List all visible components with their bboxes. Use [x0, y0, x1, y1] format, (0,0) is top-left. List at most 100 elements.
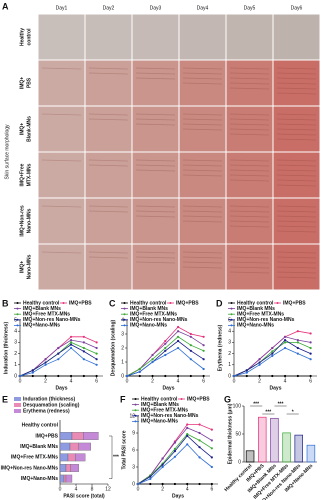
- legend-label: IMQ+Non-res Nano-MNs: [237, 317, 295, 323]
- photo-texture: [182, 210, 223, 213]
- row-label: Nano-MNs: [26, 254, 32, 279]
- photo-texture: [276, 256, 317, 259]
- x-tick-label: 12: [105, 486, 111, 492]
- row-label: IMQ+Non-res: [19, 205, 25, 236]
- photo-texture: [135, 118, 176, 121]
- legend-label: IMQ+Nano-MNs: [237, 323, 274, 329]
- legend-marker: [16, 313, 19, 316]
- photo-texture: [276, 271, 317, 274]
- legend-marker: [169, 302, 172, 304]
- legend-label: IMQ+PBS: [176, 300, 199, 306]
- skin-photo: [85, 198, 132, 244]
- x-tick-label: 4: [75, 486, 78, 492]
- data-point: [258, 374, 261, 378]
- photo-texture: [276, 92, 317, 95]
- bar-segment: [75, 453, 86, 462]
- photo-texture: [135, 123, 176, 126]
- y-tick-label: 4: [228, 329, 231, 335]
- photo-texture: [229, 87, 270, 90]
- data-point: [173, 482, 177, 486]
- y-axis-label: Total PASI score: [121, 430, 127, 469]
- photo-texture: [182, 220, 223, 223]
- bar-segment: [71, 432, 84, 440]
- legend-label: IMQ+Nano-MNs: [141, 419, 178, 425]
- photo-texture: [135, 251, 176, 254]
- data-point: [69, 341, 73, 344]
- data-point: [296, 346, 299, 350]
- skin-photo: [85, 244, 132, 290]
- y-tick-label: 3: [121, 331, 124, 337]
- data-point: [161, 482, 164, 486]
- photo-texture: [229, 133, 270, 136]
- legend-marker: [16, 318, 19, 321]
- y-tick-label: 3: [14, 340, 17, 346]
- data-point: [198, 431, 201, 435]
- photo-texture: [88, 159, 129, 162]
- photo-texture: [182, 82, 223, 85]
- legend-marker: [134, 420, 137, 423]
- legend-label: IMQ+Non-res Nano-MNs: [23, 317, 81, 323]
- data-point: [57, 352, 60, 355]
- data-point: [283, 346, 287, 350]
- data-point: [283, 335, 287, 338]
- legend-marker: [180, 398, 183, 400]
- legend-label: IMQ+Free MTX-MNs: [237, 312, 284, 318]
- y-tick-label: IMQ+Nano-MNs: [21, 476, 58, 482]
- y-tick-label: 1: [14, 362, 17, 368]
- y-tick-label: 0: [14, 373, 17, 379]
- photo-texture: [135, 77, 176, 80]
- data-point: [138, 367, 141, 371]
- x-tick-label: 0: [19, 378, 22, 384]
- legend-marker: [230, 307, 233, 310]
- photo-texture: [276, 184, 317, 187]
- photo-texture: [88, 210, 129, 213]
- row-label: IMQ+: [19, 261, 25, 273]
- bar: [294, 434, 303, 463]
- x-axis-label: Days: [163, 385, 175, 391]
- data-point: [161, 463, 164, 466]
- y-tick-label: IMQ+Blank MNs: [20, 444, 58, 450]
- legend-label: IMQ+Nano-MNs: [130, 323, 167, 329]
- y-tick-label: Healthy control: [22, 423, 59, 429]
- legend-label: Desquamation (scaling): [23, 402, 80, 408]
- data-point: [31, 371, 34, 374]
- panel-label: E: [2, 394, 8, 404]
- data-point: [149, 475, 152, 478]
- row-label: control: [26, 28, 32, 46]
- photo-texture: [41, 113, 82, 116]
- photo-texture: [276, 220, 317, 223]
- skin-photo: [273, 152, 320, 198]
- photo-texture: [276, 159, 317, 162]
- data-point: [296, 341, 299, 344]
- photo-texture: [135, 205, 176, 208]
- skin-photo: [38, 106, 85, 152]
- x-tick-label: 4: [186, 486, 189, 492]
- y-tick-label: 1: [121, 359, 124, 365]
- data-point: [18, 374, 22, 378]
- panel-label: A: [2, 1, 9, 11]
- y-tick-label: 2: [14, 351, 17, 357]
- photo-texture: [276, 82, 317, 85]
- photo-texture: [276, 169, 317, 172]
- legend-marker: [230, 302, 233, 304]
- data-point: [44, 363, 47, 366]
- photo-texture: [229, 256, 270, 259]
- bar: [258, 416, 267, 463]
- legend-marker: [134, 409, 137, 412]
- data-point: [198, 456, 201, 459]
- column-header: Day1: [56, 5, 68, 11]
- panel-label: D: [216, 298, 223, 308]
- data-point: [125, 374, 129, 378]
- x-tick-label: 6: [202, 378, 205, 384]
- data-point: [210, 482, 213, 486]
- data-point: [164, 349, 167, 352]
- data-point: [198, 482, 201, 486]
- legend-label: IMQ+Blank MNs: [23, 306, 61, 312]
- skin-photo: [226, 14, 273, 60]
- skin-photo: [273, 244, 320, 290]
- photo-texture: [276, 225, 317, 228]
- photo-texture: [41, 205, 82, 208]
- data-point: [309, 352, 312, 355]
- data-point: [95, 358, 98, 361]
- series-line: [126, 347, 204, 377]
